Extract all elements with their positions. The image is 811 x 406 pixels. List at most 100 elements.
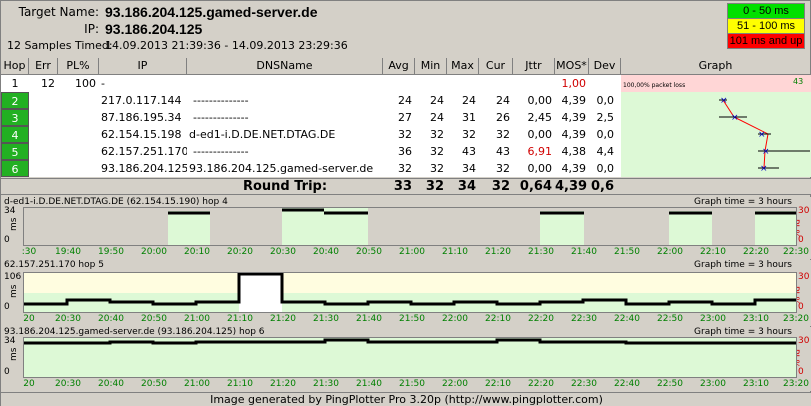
min-value: 32	[430, 128, 444, 141]
avg-value: 32	[398, 162, 412, 175]
x-tick-label: 22:30	[783, 247, 809, 257]
col-hop-header[interactable]: Hop	[1, 58, 29, 75]
hop-number: 5	[1, 143, 29, 160]
col-pl-header[interactable]: PL%	[58, 58, 99, 75]
sample-bar	[755, 211, 796, 245]
x-tick-label: 21:40	[356, 379, 382, 389]
x-tick-label: 19:50	[98, 247, 124, 257]
y-unit-label: ms	[9, 284, 19, 298]
graph-time-label: Graph time = 3 hours	[694, 327, 792, 337]
table-row[interactable]: 3 87.186.195.34 -------------- 27 24 31 …	[1, 109, 811, 126]
x-tick-label: 22:50	[657, 379, 683, 389]
rt-mos: 4,39	[555, 179, 588, 194]
pl-value: 100	[75, 77, 96, 90]
cur-value: 32	[496, 128, 510, 141]
graph-time-label: Graph time = 3 hours	[694, 197, 792, 207]
ip-value: -	[101, 77, 105, 90]
cur-value: 24	[496, 94, 510, 107]
x-tick-label: 21:00	[184, 314, 210, 324]
timeline-plot	[23, 207, 797, 246]
target-name-label: Target Name:	[18, 5, 99, 19]
rt-min: 32	[425, 179, 444, 194]
jttr-value: 0,00	[527, 128, 553, 141]
table-row[interactable]: 4 62.154.15.198 d-ed1-i.D.DE.NET.DTAG.DE…	[1, 126, 811, 143]
jttr-value: 2,45	[527, 111, 553, 124]
latency-line	[24, 338, 796, 345]
y-max-label: 34	[4, 336, 16, 346]
ip-value: 87.186.195.34	[101, 111, 182, 124]
table-row[interactable]: 6 93.186.204.125 93.186.204.125.gamed-se…	[1, 160, 811, 177]
y-max-label: 106	[4, 272, 22, 282]
marker-hop3: ×	[731, 113, 739, 123]
cur-value: 32	[496, 162, 510, 175]
timeline-plot	[23, 337, 797, 378]
x-tick-label: 22:50	[657, 314, 683, 324]
y-min-label: 0	[4, 235, 10, 245]
x-tick-label: 21:20	[270, 379, 296, 389]
col-mos-header[interactable]: MOS*	[555, 58, 589, 75]
jttr-value: 0,00	[527, 162, 553, 175]
graph-scale-max: 43	[793, 77, 803, 86]
marker-hop6: ×	[760, 164, 768, 174]
x-tick-label: 20:40	[98, 314, 124, 324]
x-tick-label: 23:10	[743, 379, 769, 389]
pl-min-label: 0	[798, 235, 804, 245]
hop-graph-svg: 100,00% packet loss 43 × × × × ×	[621, 75, 811, 174]
ip-label: IP:	[84, 22, 99, 36]
pl-min-label: 0	[798, 367, 804, 377]
table-row[interactable]: 1 12 100 - 1,00	[1, 75, 811, 92]
mos-value: 4,39	[561, 128, 587, 141]
x-tick-label: 22:10	[485, 314, 511, 324]
hop-number: 4	[1, 126, 29, 143]
x-tick-label: 22:00	[442, 379, 468, 389]
avg-value: 32	[398, 128, 412, 141]
rt-cur: 32	[491, 179, 510, 194]
x-tick-label: 20:00	[141, 247, 167, 257]
dev-value: 0,0	[596, 128, 615, 141]
col-err-header[interactable]: Err	[29, 58, 58, 75]
x-tick-label: 20:10	[184, 247, 210, 257]
timeline-svg	[24, 338, 796, 345]
y-unit-label: ms	[9, 217, 19, 231]
x-tick-label: 21:00	[184, 379, 210, 389]
y-min-label: 0	[4, 367, 10, 377]
col-min-header[interactable]: Min	[415, 58, 447, 75]
pl-max-label: 30	[798, 206, 810, 216]
x-tick-label: 21:20	[485, 247, 511, 257]
x-tick-label: 22:20	[528, 314, 554, 324]
col-avg-header[interactable]: Avg	[383, 58, 415, 75]
x-tick-label: 21:30	[313, 379, 339, 389]
target-name-value: 93.186.204.125.gamed-server.de	[105, 4, 318, 20]
mos-value: 1,00	[561, 77, 587, 90]
target-header: Target Name: 93.186.204.125.gamed-server…	[1, 1, 810, 57]
x-tick-label: 22:30	[571, 314, 597, 324]
spike-zone	[239, 273, 282, 312]
table-row[interactable]: 2 217.0.117.144 -------------- 24 24 24 …	[1, 92, 811, 109]
col-ip-header[interactable]: IP	[99, 58, 187, 75]
x-axis-labels: :30 19:40 19:50 20:00 20:10 20:20 20:30 …	[1, 247, 811, 259]
x-tick-label: 21:50	[399, 314, 425, 324]
x-tick-label: 21:30	[528, 247, 554, 257]
ip-value: 62.157.251.170	[101, 145, 187, 158]
round-trip-label: Round Trip:	[242, 179, 328, 194]
pl-max-label: 30	[798, 336, 810, 346]
legend-green: 0 - 50 ms	[727, 3, 805, 19]
timeline-svg	[168, 208, 796, 245]
col-dnsname-header[interactable]: DNSName	[187, 58, 383, 75]
col-jttr-header[interactable]: Jttr	[513, 58, 555, 75]
x-tick-label: 22:20	[743, 247, 769, 257]
x-tick-label: :30	[21, 247, 37, 257]
table-row[interactable]: 5 62.157.251.170 -------------- 36 32 43…	[1, 143, 811, 160]
col-cur-header[interactable]: Cur	[479, 58, 513, 75]
col-graph-header[interactable]: Graph	[621, 58, 811, 75]
x-tick-label: 22:30	[571, 379, 597, 389]
x-tick-label: 22:40	[614, 314, 640, 324]
pl-max-label: 30	[798, 272, 810, 282]
legend-yellow: 51 - 100 ms	[727, 18, 805, 34]
sample-bar	[168, 211, 210, 245]
col-dev-header[interactable]: Dev	[589, 58, 621, 75]
dns-value: --------------	[193, 111, 249, 124]
latency-line	[24, 273, 796, 306]
col-max-header[interactable]: Max	[447, 58, 479, 75]
dev-value: 2,5	[596, 111, 615, 124]
